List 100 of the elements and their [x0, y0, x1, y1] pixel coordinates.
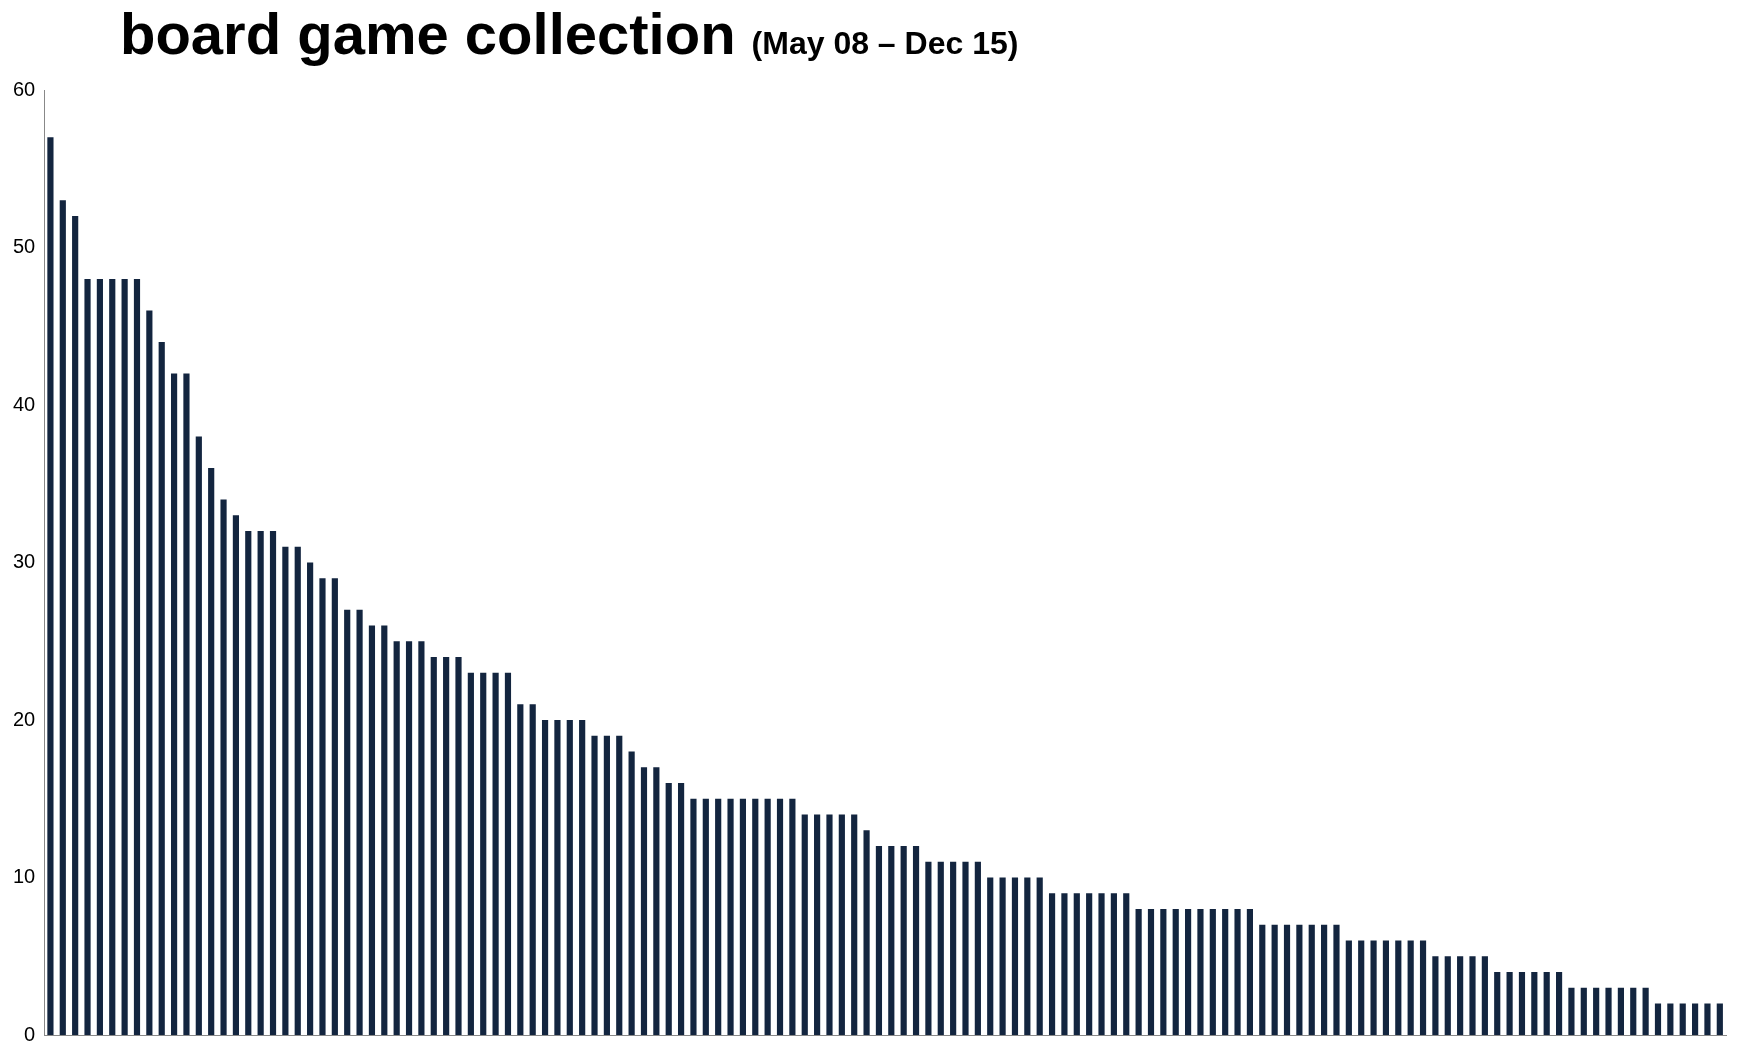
bar — [1469, 956, 1476, 1035]
bar — [208, 468, 215, 1035]
bar — [653, 767, 660, 1035]
bar — [96, 279, 103, 1035]
bar — [294, 546, 301, 1035]
bar — [826, 814, 833, 1035]
y-tick-label: 20 — [13, 707, 36, 730]
bar — [1123, 893, 1130, 1035]
y-tick-label: 10 — [13, 865, 36, 888]
bar — [1024, 877, 1031, 1035]
bar — [319, 578, 326, 1035]
bar — [195, 436, 202, 1035]
bar — [1358, 940, 1365, 1035]
bar — [1543, 972, 1550, 1035]
bar — [1432, 956, 1439, 1035]
bar — [480, 672, 487, 1035]
bar — [1506, 972, 1513, 1035]
bar — [1209, 909, 1216, 1035]
bar — [1494, 972, 1501, 1035]
bar — [1135, 909, 1142, 1035]
bar — [1704, 1003, 1711, 1035]
bar — [443, 657, 450, 1035]
bar — [900, 846, 907, 1035]
bar — [1098, 893, 1105, 1035]
chart-subtitle: (May 08 – Dec 15) — [751, 25, 1019, 61]
bar — [381, 625, 388, 1035]
bar — [1716, 1003, 1723, 1035]
bar — [1481, 956, 1488, 1035]
bar — [1271, 924, 1278, 1035]
bar — [851, 814, 858, 1035]
bar — [220, 499, 227, 1035]
bar — [356, 609, 363, 1035]
bar — [158, 342, 165, 1035]
bar — [554, 720, 561, 1035]
bar — [1667, 1003, 1674, 1035]
bar — [888, 846, 895, 1035]
bar — [1222, 909, 1229, 1035]
bar — [393, 641, 400, 1035]
bar — [1382, 940, 1390, 1035]
bar — [541, 720, 549, 1035]
bar — [1086, 893, 1093, 1035]
bar — [1642, 987, 1649, 1035]
y-tick-label: 50 — [13, 235, 36, 258]
bar — [59, 200, 66, 1035]
bar — [640, 767, 648, 1035]
bar — [665, 783, 672, 1035]
bar — [1444, 956, 1451, 1035]
bar — [1345, 940, 1352, 1035]
y-tick-label: 60 — [13, 77, 36, 100]
bar — [1197, 909, 1204, 1035]
bar — [950, 861, 957, 1035]
bar — [245, 531, 252, 1035]
bar — [1321, 924, 1328, 1035]
bar — [257, 531, 264, 1035]
bar — [269, 531, 277, 1035]
y-tick-label: 0 — [24, 1022, 36, 1045]
bar — [344, 609, 351, 1035]
bar — [1036, 877, 1043, 1035]
bar — [467, 672, 474, 1035]
bar — [678, 783, 685, 1035]
bar — [579, 720, 586, 1035]
bar — [504, 672, 512, 1035]
bar — [1630, 987, 1637, 1035]
bar — [591, 735, 598, 1035]
bar — [925, 861, 932, 1035]
bar — [628, 751, 635, 1035]
bar — [1568, 987, 1575, 1035]
bar — [1605, 987, 1612, 1035]
bar — [368, 625, 376, 1035]
bar — [727, 798, 734, 1035]
bar — [1110, 893, 1117, 1035]
bar — [603, 735, 610, 1035]
bar — [1296, 924, 1303, 1035]
bar — [47, 137, 54, 1035]
bar — [776, 798, 784, 1035]
bar — [405, 641, 413, 1035]
bar — [863, 830, 870, 1035]
bar — [1333, 924, 1340, 1035]
bar — [146, 310, 153, 1035]
bar — [1147, 909, 1155, 1035]
bar — [1617, 987, 1624, 1035]
bar — [702, 798, 709, 1035]
y-tick-label: 30 — [13, 550, 36, 573]
bar — [418, 641, 425, 1035]
bar — [1407, 940, 1414, 1035]
bar — [752, 798, 759, 1035]
bar — [789, 798, 796, 1035]
bar — [912, 846, 920, 1035]
bar — [814, 814, 821, 1035]
bar — [739, 798, 747, 1035]
bar — [455, 657, 462, 1035]
bar — [616, 735, 623, 1035]
bar — [1370, 940, 1377, 1035]
bar — [1061, 893, 1068, 1035]
bar — [492, 672, 499, 1035]
bar — [133, 279, 141, 1035]
bar — [1011, 877, 1019, 1035]
bar — [764, 798, 771, 1035]
bar — [974, 861, 981, 1035]
bar — [1246, 909, 1254, 1035]
